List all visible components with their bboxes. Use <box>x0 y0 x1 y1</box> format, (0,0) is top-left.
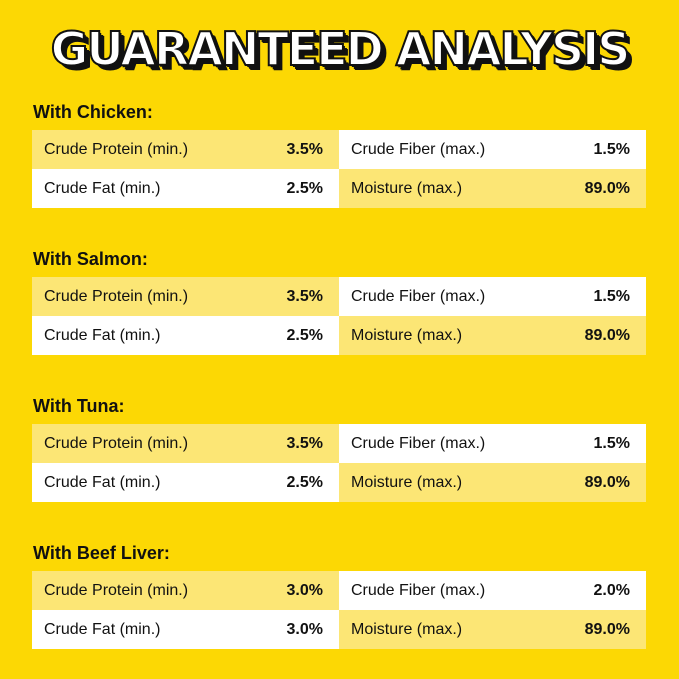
nutrient-name: Moisture (max.) <box>351 326 463 344</box>
nutrient-cell: Crude Fat (min.) 2.5% <box>32 316 339 355</box>
nutrient-name: Crude Fiber (max.) <box>351 287 486 305</box>
analysis-table: Crude Protein (min.) 3.5% Crude Fiber (m… <box>32 130 646 208</box>
section-label: With Chicken: <box>33 102 153 122</box>
nutrient-value: 1.5% <box>593 434 630 452</box>
nutrient-value: 2.5% <box>286 179 323 197</box>
nutrient-value: 3.5% <box>286 140 323 158</box>
nutrient-cell: Crude Fat (min.) 2.5% <box>32 463 339 502</box>
nutrient-name: Crude Fiber (max.) <box>351 434 486 452</box>
section-label: With Salmon: <box>33 249 148 269</box>
nutrient-value: 1.5% <box>593 140 630 158</box>
nutrient-name: Crude Fat (min.) <box>44 620 161 638</box>
nutrient-cell: Moisture (max.) 89.0% <box>339 169 646 208</box>
nutrient-cell: Moisture (max.) 89.0% <box>339 316 646 355</box>
nutrient-cell: Crude Protein (min.) 3.0% <box>32 571 339 610</box>
nutrient-name: Moisture (max.) <box>351 179 463 197</box>
nutrient-name: Crude Fat (min.) <box>44 179 161 197</box>
nutrient-name: Crude Protein (min.) <box>44 434 189 452</box>
nutrient-name: Crude Fiber (max.) <box>351 581 486 599</box>
nutrient-cell: Crude Fiber (max.) 1.5% <box>339 424 646 463</box>
nutrient-name: Crude Protein (min.) <box>44 140 189 158</box>
nutrient-cell: Moisture (max.) 89.0% <box>339 610 646 649</box>
nutrient-cell: Crude Fat (min.) 3.0% <box>32 610 339 649</box>
nutrient-name: Crude Fat (min.) <box>44 473 161 491</box>
nutrient-value: 2.0% <box>593 581 630 599</box>
nutrient-cell: Crude Fiber (max.) 1.5% <box>339 277 646 316</box>
nutrient-name: Moisture (max.) <box>351 620 463 638</box>
nutrient-value: 2.5% <box>286 473 323 491</box>
analysis-table: Crude Protein (min.) 3.5% Crude Fiber (m… <box>32 424 646 502</box>
nutrient-name: Moisture (max.) <box>351 473 463 491</box>
section-label: With Beef Liver: <box>33 543 170 563</box>
analysis-table: Crude Protein (min.) 3.5% Crude Fiber (m… <box>32 277 646 355</box>
section-label: With Tuna: <box>33 396 125 416</box>
nutrient-name: Crude Fiber (max.) <box>351 140 486 158</box>
nutrient-value: 1.5% <box>593 287 630 305</box>
analysis-table: Crude Protein (min.) 3.0% Crude Fiber (m… <box>32 571 646 649</box>
nutrient-cell: Crude Protein (min.) 3.5% <box>32 130 339 169</box>
nutrient-cell: Crude Fiber (max.) 2.0% <box>339 571 646 610</box>
nutrient-name: Crude Fat (min.) <box>44 326 161 344</box>
nutrient-value: 3.5% <box>286 434 323 452</box>
nutrient-cell: Crude Protein (min.) 3.5% <box>32 424 339 463</box>
analysis-section: With Tuna: Crude Protein (min.) 3.5% Cru… <box>32 394 646 502</box>
nutrient-value: 89.0% <box>584 620 630 638</box>
analysis-section: With Beef Liver: Crude Protein (min.) 3.… <box>32 541 646 649</box>
nutrient-value: 89.0% <box>584 179 630 197</box>
analysis-section: With Chicken: Crude Protein (min.) 3.5% … <box>32 100 646 208</box>
nutrient-value: 3.0% <box>286 620 323 638</box>
nutrient-value: 89.0% <box>584 326 630 344</box>
nutrient-cell: Crude Fat (min.) 2.5% <box>32 169 339 208</box>
nutrient-cell: Crude Fiber (max.) 1.5% <box>339 130 646 169</box>
nutrient-value: 3.5% <box>286 287 323 305</box>
nutrient-name: Crude Protein (min.) <box>44 581 189 599</box>
nutrient-value: 2.5% <box>286 326 323 344</box>
nutrient-name: Crude Protein (min.) <box>44 287 189 305</box>
analysis-section: With Salmon: Crude Protein (min.) 3.5% C… <box>32 247 646 355</box>
nutrient-cell: Crude Protein (min.) 3.5% <box>32 277 339 316</box>
page-title: GUARANTEED ANALYSIS <box>50 21 632 77</box>
nutrient-value: 3.0% <box>286 581 323 599</box>
nutrient-cell: Moisture (max.) 89.0% <box>339 463 646 502</box>
nutrient-value: 89.0% <box>584 473 630 491</box>
